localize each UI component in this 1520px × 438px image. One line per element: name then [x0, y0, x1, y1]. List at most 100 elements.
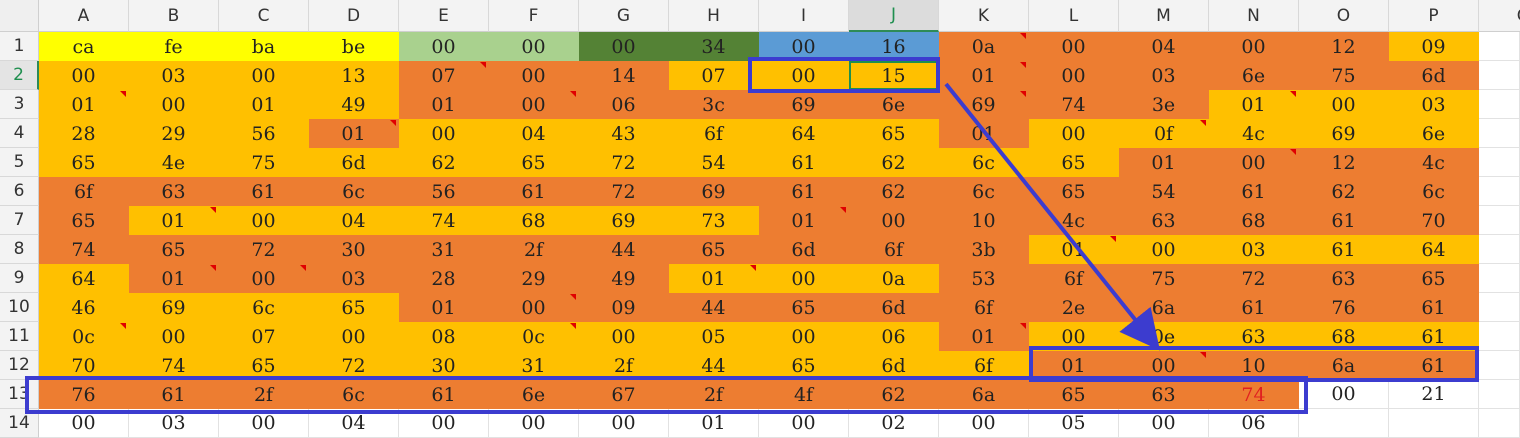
cell-q14[interactable] — [1479, 409, 1520, 438]
cell-h3[interactable]: 3c — [669, 90, 759, 119]
cell-q5[interactable] — [1479, 148, 1520, 177]
cell-d13[interactable]: 6c — [309, 380, 399, 409]
cell-e11[interactable]: 08 — [399, 322, 489, 351]
cell-p13[interactable]: 21 — [1389, 380, 1479, 409]
cell-f12[interactable]: 31 — [489, 351, 579, 380]
cell-d10[interactable]: 65 — [309, 293, 399, 322]
cell-f1[interactable]: 00 — [489, 32, 579, 61]
cell-h11[interactable]: 05 — [669, 322, 759, 351]
cell-p7[interactable]: 70 — [1389, 206, 1479, 235]
cell-p6[interactable]: 6c — [1389, 177, 1479, 206]
cell-e6[interactable]: 56 — [399, 177, 489, 206]
cell-a12[interactable]: 70 — [39, 351, 129, 380]
cell-l10[interactable]: 2e — [1029, 293, 1119, 322]
cell-o2[interactable]: 75 — [1299, 61, 1389, 90]
cell-l5[interactable]: 65 — [1029, 148, 1119, 177]
cell-e3[interactable]: 01 — [399, 90, 489, 119]
cell-k3[interactable]: 69 — [939, 90, 1029, 119]
cell-l12[interactable]: 01 — [1029, 351, 1119, 380]
cell-c7[interactable]: 00 — [219, 206, 309, 235]
cell-h13[interactable]: 2f — [669, 380, 759, 409]
cell-e4[interactable]: 00 — [399, 119, 489, 148]
comment-indicator-icon[interactable] — [1020, 33, 1026, 39]
cell-b4[interactable]: 29 — [129, 119, 219, 148]
column-header-g[interactable]: G — [579, 0, 669, 32]
cell-e10[interactable]: 01 — [399, 293, 489, 322]
cell-o10[interactable]: 76 — [1299, 293, 1389, 322]
cell-j11[interactable]: 06 — [849, 322, 939, 351]
cell-j5[interactable]: 62 — [849, 148, 939, 177]
cell-n9[interactable]: 72 — [1209, 264, 1299, 293]
column-header-c[interactable]: C — [219, 0, 309, 32]
cell-b7[interactable]: 01 — [129, 206, 219, 235]
cell-b9[interactable]: 01 — [129, 264, 219, 293]
cell-f4[interactable]: 04 — [489, 119, 579, 148]
cell-j3[interactable]: 6e — [849, 90, 939, 119]
cell-j8[interactable]: 6f — [849, 235, 939, 264]
cell-m5[interactable]: 01 — [1119, 148, 1209, 177]
column-header-j[interactable]: J — [849, 0, 939, 32]
column-header-b[interactable]: B — [129, 0, 219, 32]
cell-j4[interactable]: 65 — [849, 119, 939, 148]
cell-c9[interactable]: 00 — [219, 264, 309, 293]
cell-n2[interactable]: 6e — [1209, 61, 1299, 90]
column-header-a[interactable]: A — [39, 0, 129, 32]
cell-k6[interactable]: 6c — [939, 177, 1029, 206]
cell-g9[interactable]: 49 — [579, 264, 669, 293]
cell-e8[interactable]: 31 — [399, 235, 489, 264]
cell-k1[interactable]: 0a — [939, 32, 1029, 61]
cell-m6[interactable]: 54 — [1119, 177, 1209, 206]
row-header-8[interactable]: 8 — [0, 235, 39, 264]
cell-h14[interactable]: 01 — [669, 409, 759, 438]
cell-f6[interactable]: 61 — [489, 177, 579, 206]
cell-h12[interactable]: 44 — [669, 351, 759, 380]
cell-m2[interactable]: 03 — [1119, 61, 1209, 90]
cell-a6[interactable]: 6f — [39, 177, 129, 206]
cell-g4[interactable]: 43 — [579, 119, 669, 148]
cell-i10[interactable]: 65 — [759, 293, 849, 322]
cell-n13[interactable]: 74 — [1209, 380, 1299, 409]
comment-indicator-icon[interactable] — [1290, 149, 1296, 155]
cell-m9[interactable]: 75 — [1119, 264, 1209, 293]
cell-b11[interactable]: 00 — [129, 322, 219, 351]
cell-d11[interactable]: 00 — [309, 322, 399, 351]
comment-indicator-icon[interactable] — [1110, 236, 1116, 242]
cell-p5[interactable]: 4c — [1389, 148, 1479, 177]
cell-f10[interactable]: 00 — [489, 293, 579, 322]
cell-a3[interactable]: 01 — [39, 90, 129, 119]
cell-k14[interactable]: 00 — [939, 409, 1029, 438]
column-header-p[interactable]: P — [1389, 0, 1479, 32]
cell-l9[interactable]: 6f — [1029, 264, 1119, 293]
cell-o14[interactable] — [1299, 409, 1389, 438]
cell-n7[interactable]: 68 — [1209, 206, 1299, 235]
cell-b8[interactable]: 65 — [129, 235, 219, 264]
cell-e14[interactable]: 00 — [399, 409, 489, 438]
cell-l11[interactable]: 00 — [1029, 322, 1119, 351]
cell-a5[interactable]: 65 — [39, 148, 129, 177]
cell-c1[interactable]: ba — [219, 32, 309, 61]
cell-b2[interactable]: 03 — [129, 61, 219, 90]
cell-l3[interactable]: 74 — [1029, 90, 1119, 119]
cell-q4[interactable] — [1479, 119, 1520, 148]
cell-p3[interactable]: 03 — [1389, 90, 1479, 119]
cell-a14[interactable]: 00 — [39, 409, 129, 438]
row-header-1[interactable]: 1 — [0, 32, 39, 61]
cell-g14[interactable]: 00 — [579, 409, 669, 438]
cell-c14[interactable]: 00 — [219, 409, 309, 438]
comment-indicator-icon[interactable] — [840, 207, 846, 213]
cell-l13[interactable]: 65 — [1029, 380, 1119, 409]
cell-p14[interactable] — [1389, 409, 1479, 438]
cell-q7[interactable] — [1479, 206, 1520, 235]
cell-i6[interactable]: 61 — [759, 177, 849, 206]
comment-indicator-icon[interactable] — [210, 265, 216, 271]
cell-p1[interactable]: 09 — [1389, 32, 1479, 61]
cell-k13[interactable]: 6a — [939, 380, 1029, 409]
cell-m10[interactable]: 6a — [1119, 293, 1209, 322]
cell-q11[interactable] — [1479, 322, 1520, 351]
cell-q3[interactable] — [1479, 90, 1520, 119]
cell-p11[interactable]: 61 — [1389, 322, 1479, 351]
cell-i5[interactable]: 61 — [759, 148, 849, 177]
cell-p4[interactable]: 6e — [1389, 119, 1479, 148]
cell-m1[interactable]: 04 — [1119, 32, 1209, 61]
cell-a9[interactable]: 64 — [39, 264, 129, 293]
